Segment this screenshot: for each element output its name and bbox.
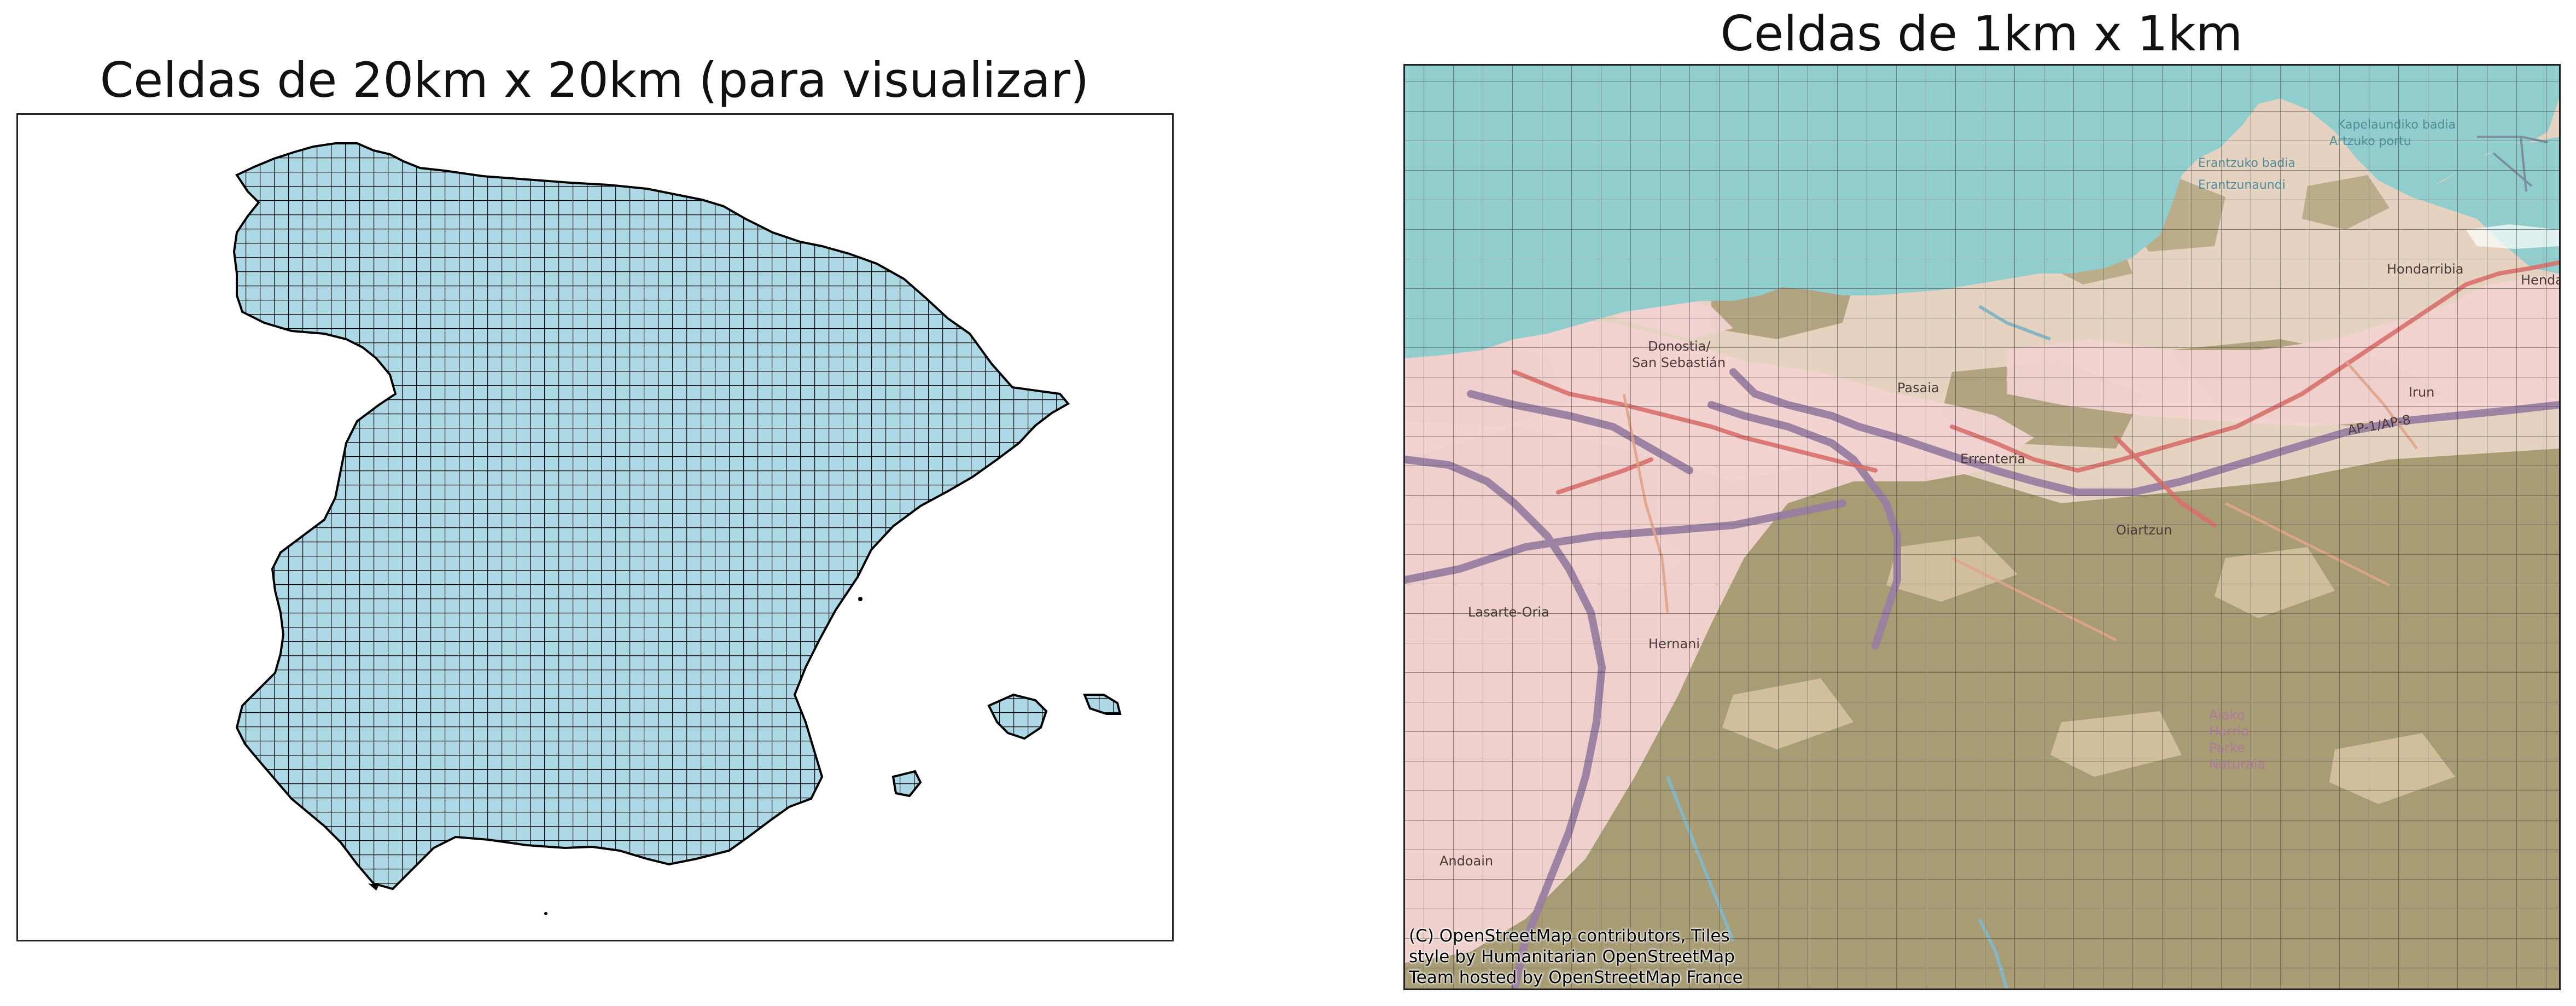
label-hondarribia: Hondarribia — [2387, 261, 2463, 277]
grid-cells — [234, 143, 1120, 889]
label-pasaia: Pasaia — [1897, 380, 1939, 396]
label-park-4: Naturala — [2209, 757, 2265, 772]
spain-grid-map — [16, 113, 1174, 941]
label-donostia: Donostia/ — [1648, 339, 1711, 354]
label-hernani: Hernani — [1648, 636, 1700, 652]
label-sea-1: Kapelaundiko badia — [2338, 118, 2456, 132]
osm-attribution: (C) OpenStreetMap contributors, Tiles st… — [1409, 926, 1743, 988]
label-sea-2: Artzuko portu — [2329, 135, 2411, 148]
label-oiartzun: Oiartzun — [2116, 522, 2172, 538]
attribution-line-2: style by Humanitarian OpenStreetMap — [1409, 947, 1735, 967]
label-san-sebastian: San Sebastián — [1632, 355, 1726, 370]
label-hendaye: Hendaye — [2521, 272, 2559, 288]
label-sea-3: Erantzuko badia — [2198, 156, 2295, 170]
label-andoain: Andoain — [1439, 853, 1493, 869]
alboran-islet — [544, 912, 547, 915]
ceuta-outline — [368, 883, 379, 891]
basemap-svg: Donostia/ San Sebastián Pasaia Errenteri… — [1405, 66, 2559, 988]
columbretes-islet — [858, 597, 862, 601]
attribution-line-1: (C) OpenStreetMap contributors, Tiles — [1409, 926, 1730, 946]
label-lasarte: Lasarte-Oria — [1468, 604, 1549, 620]
label-irun: Irun — [2409, 385, 2434, 400]
label-park-1: Aiako — [2209, 707, 2245, 723]
label-park-2: Harria — [2209, 724, 2249, 739]
basemap-grid-map: Donostia/ San Sebastián Pasaia Errenteri… — [1403, 64, 2561, 990]
right-panel-title: Celdas de 1km x 1km — [1720, 5, 2243, 62]
spain-grid-svg — [233, 142, 1122, 915]
mallorca-outline — [987, 693, 1048, 740]
menorca-outline — [1083, 694, 1122, 715]
ibiza-outline — [891, 770, 922, 798]
label-park-3: Parke — [2209, 740, 2245, 755]
attribution-line-3: Team hosted by OpenStreetMap France — [1409, 968, 1743, 987]
label-errenteria: Errenteria — [1960, 451, 2025, 467]
grid-1km — [1405, 66, 2559, 988]
label-sea-4: Erantzunaundi — [2198, 178, 2286, 192]
left-panel-title: Celdas de 20km x 20km (para visualizar) — [100, 52, 1089, 108]
